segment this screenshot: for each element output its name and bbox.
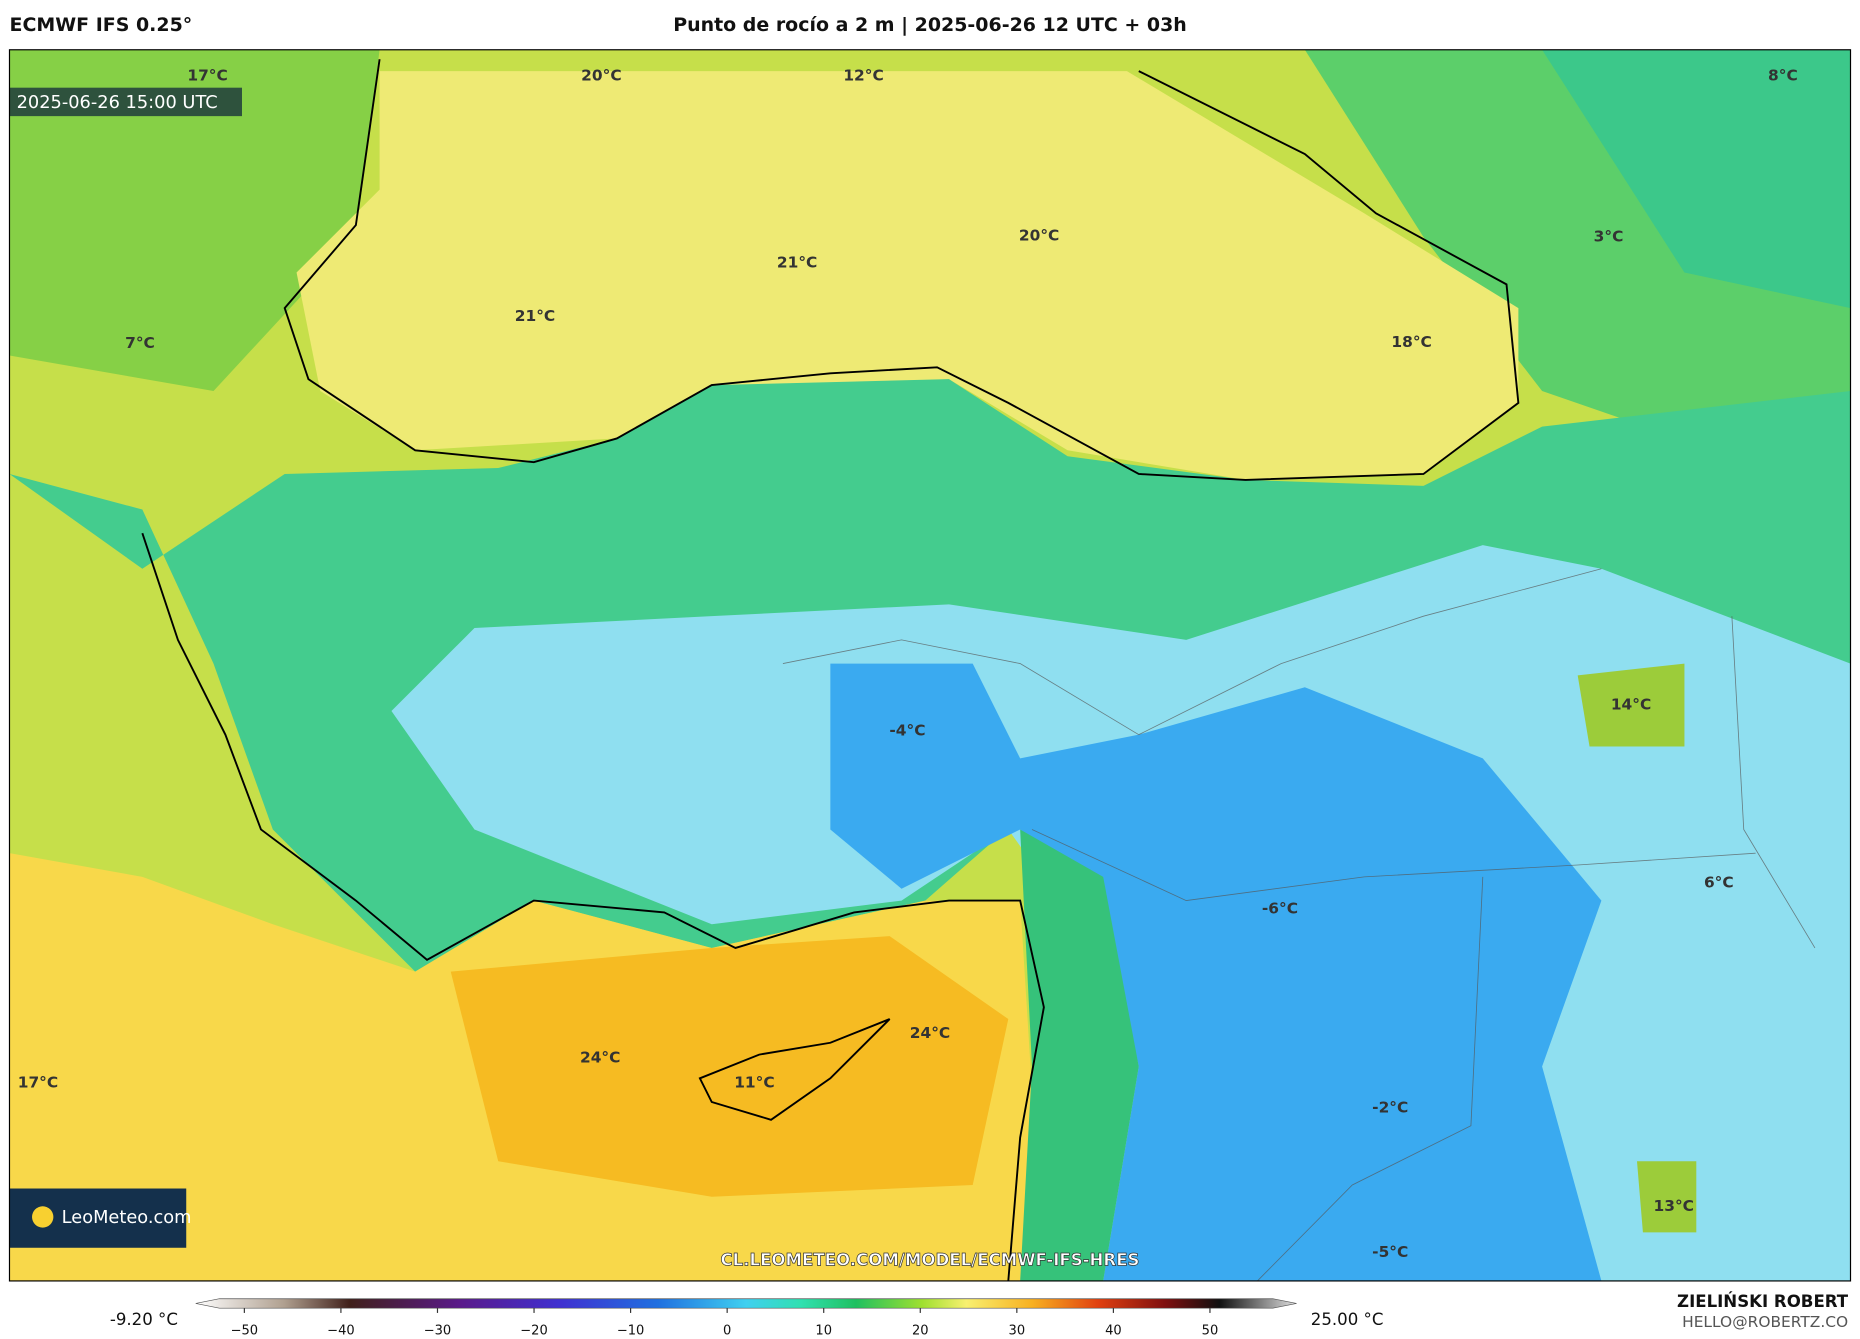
colorbar-tick-label: −30: [424, 1323, 452, 1338]
coastline: [283, 59, 1520, 481]
author: ZIELIŃSKI ROBERT: [1677, 1292, 1849, 1311]
colorbar-tick-label: 50: [1202, 1323, 1219, 1338]
colorbar-tick-label: 0: [723, 1323, 731, 1338]
cold-core-field: [830, 663, 1602, 1281]
logo-sun: [32, 1206, 54, 1228]
colorbar: [195, 1298, 1297, 1309]
temperature-label: 24°C: [580, 1049, 620, 1067]
map-field: LeoMeteo.com 2025-06-26 15:00 UTC CL.LEO…: [9, 49, 1851, 1281]
colorbar-tick-label: −10: [617, 1323, 645, 1338]
country-border: [782, 568, 1816, 1281]
temperature-label: 8°C: [1768, 66, 1798, 84]
temperature-label: 18°C: [1391, 333, 1431, 351]
temperature-label: 24°C: [910, 1024, 950, 1042]
temperature-label: -5°C: [1372, 1243, 1408, 1261]
temperature-label: 17°C: [18, 1074, 58, 1092]
coastline: [141, 532, 1045, 1281]
map-frame: [8, 49, 1852, 1282]
levant-field: [1020, 829, 1139, 1281]
colorbar-max: 25.00 °C: [1311, 1310, 1384, 1329]
temperature-labels: 17°C 20°C 12°C 8°C 20°C 21°C 21°C 3°C 7°C 18°C 14°…: [18, 66, 1798, 1261]
coastline: [698, 1018, 891, 1121]
temperature-label: 14°C: [1611, 696, 1651, 714]
temperature-label: 7°C: [125, 334, 155, 352]
temperature-label: -2°C: [1372, 1098, 1408, 1116]
email: HELLO@ROBERTZ.CO: [1682, 1313, 1848, 1331]
colorbar-tick-label: −40: [327, 1323, 355, 1338]
valid-time: 2025-06-26 15:00 UTC: [17, 92, 218, 113]
temperature-label: 21°C: [515, 307, 555, 325]
colorbar-tick-label: −50: [231, 1323, 259, 1338]
colorbar-tick-label: 30: [1009, 1323, 1026, 1338]
map-title: Punto de rocío a 2 m | 2025-06-26 12 UTC…: [673, 14, 1187, 36]
valid-time-box: [9, 87, 242, 117]
temperature-label: 20°C: [1019, 226, 1059, 244]
black-sea-field: [296, 71, 1519, 480]
colorbar-ticks: −50 −40 −30 −20 −10 0 10 20 30 40 50: [231, 1308, 1219, 1338]
temperature-label: 13°C: [1654, 1197, 1694, 1215]
source-url: CL.LEOMETEO.COM/MODEL/ECMWF-IFS-HRES: [720, 1251, 1139, 1270]
model-name: ECMWF IFS 0.25°: [9, 14, 192, 36]
north-east-field: [1542, 49, 1851, 309]
local-warm-field: [1636, 1161, 1697, 1233]
colorbar-tick-label: 40: [1105, 1323, 1122, 1338]
colorbar-tick-label: 10: [815, 1323, 832, 1338]
temperature-label: 12°C: [843, 66, 883, 84]
temperature-label: -6°C: [1262, 899, 1298, 917]
temperature-label: 6°C: [1704, 873, 1734, 891]
temperature-label: 17°C: [187, 66, 227, 84]
local-warm-field: [1577, 663, 1685, 747]
temperature-label: 11°C: [734, 1074, 774, 1092]
colorbar-min: -9.20 °C: [110, 1310, 178, 1329]
colorbar-tick-label: −20: [520, 1323, 548, 1338]
logo-text: LeoMeteo.com: [62, 1207, 192, 1228]
colorbar-tick-label: 20: [912, 1323, 929, 1338]
temperature-label: -4°C: [889, 722, 925, 740]
temperature-label: 20°C: [581, 66, 621, 84]
temperature-label: 21°C: [777, 254, 817, 272]
temperature-label: 3°C: [1594, 227, 1624, 245]
